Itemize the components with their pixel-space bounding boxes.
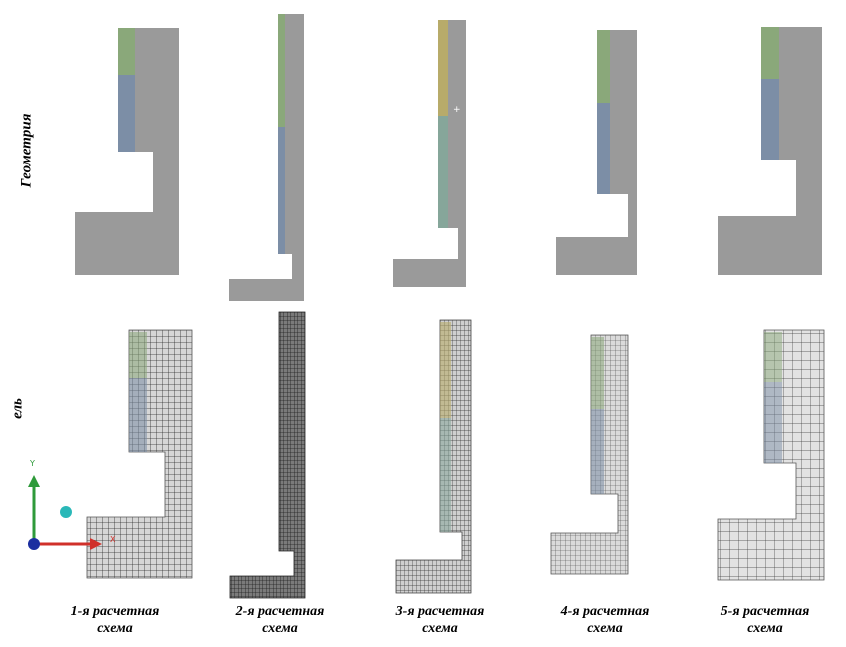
mesh-scheme-2: [229, 311, 306, 599]
caption-line2: схема: [587, 621, 623, 636]
caption-line1: 3-я расчетная: [395, 604, 485, 619]
svg-text:+: +: [453, 105, 461, 115]
caption-line2: схема: [262, 621, 298, 636]
caption-line2: схема: [747, 621, 783, 636]
caption-scheme-2: 2-я расчетная схема: [205, 603, 355, 637]
caption-line2: схема: [422, 621, 458, 636]
axis-y-label: Y: [29, 459, 35, 468]
geometry-scheme-1: [75, 28, 179, 275]
caption-scheme-4: 4-я расчетная схема: [530, 603, 680, 637]
mesh-scheme-5: [717, 329, 825, 581]
caption-line2: схема: [97, 621, 133, 636]
axis-x-label: X: [110, 535, 116, 544]
row-label-model: ель: [9, 398, 26, 419]
mesh-scheme-1: [86, 329, 193, 579]
caption-line1: 1-я расчетная: [70, 604, 160, 619]
geometry-scheme-5: [718, 27, 822, 275]
caption-line1: 2-я расчетная: [235, 604, 325, 619]
caption-line1: 5-я расчетная: [720, 604, 810, 619]
coordinate-axes-icon: Y X: [28, 459, 116, 550]
mesh-scheme-4: [550, 334, 629, 575]
caption-scheme-5: 5-я расчетная схема: [690, 603, 840, 637]
geometry-scheme-2: [229, 14, 304, 301]
geometry-scheme-4: [556, 30, 637, 275]
mesh-scheme-3: [395, 319, 472, 594]
caption-line1: 4-я расчетная: [560, 604, 650, 619]
row-label-geometry: Геометрия: [18, 113, 35, 188]
caption-scheme-1: 1-я расчетная схема: [40, 603, 190, 637]
caption-scheme-3: 3-я расчетная схема: [365, 603, 515, 637]
geometry-scheme-3: +: [393, 20, 466, 287]
